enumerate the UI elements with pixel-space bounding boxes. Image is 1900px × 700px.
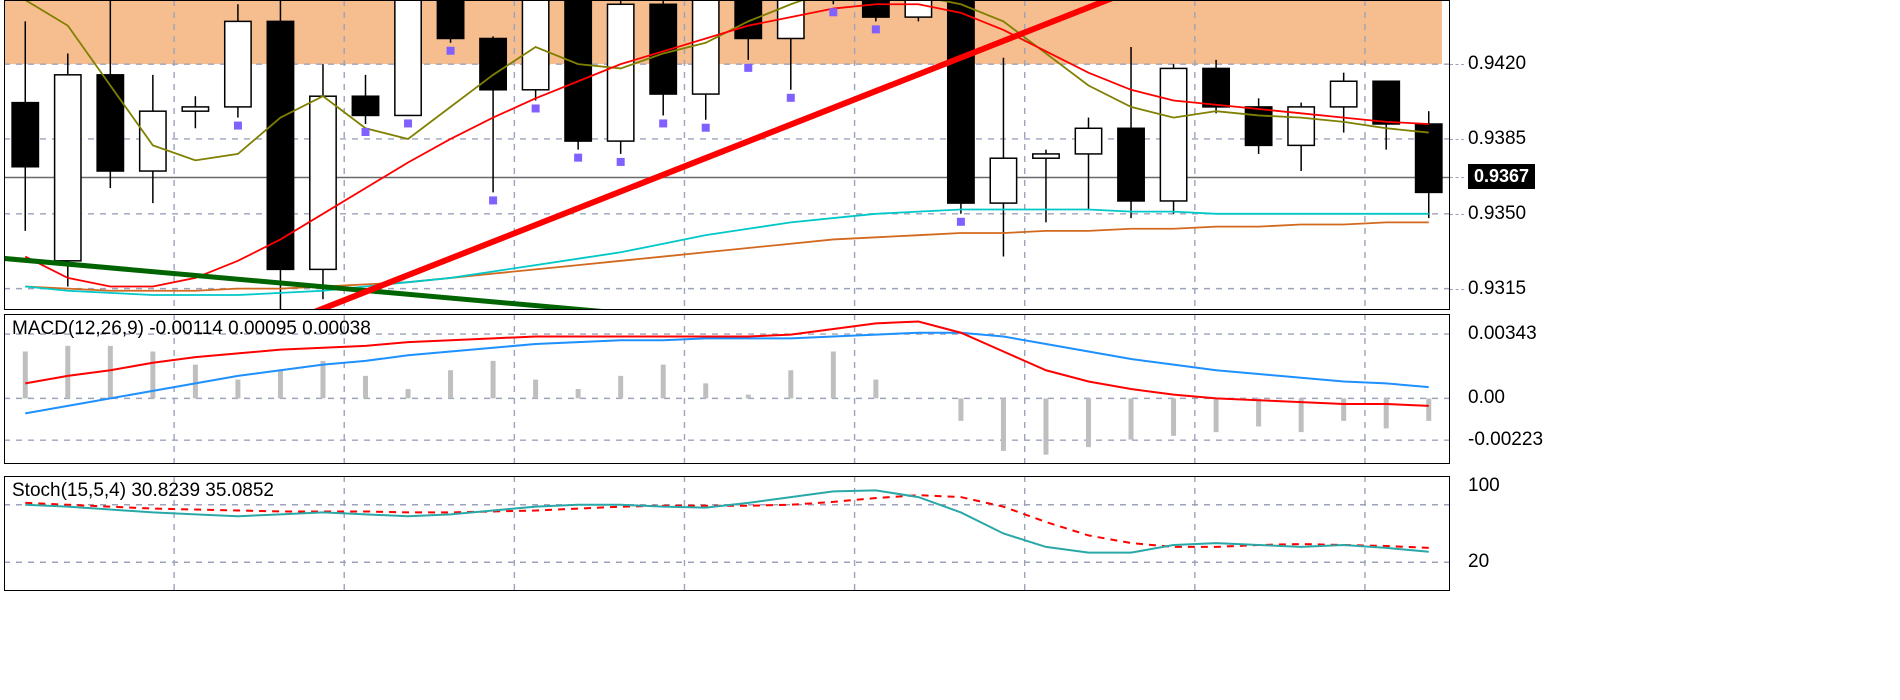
stoch-label: Stoch(15,5,4) 30.8239 35.0852 xyxy=(12,480,274,502)
current-price-tag: 0.9367 xyxy=(1468,164,1535,189)
macd-label: MACD(12,26,9) -0.00114 0.00095 0.00038 xyxy=(12,318,371,340)
price-chart-panel[interactable] xyxy=(4,0,1450,310)
